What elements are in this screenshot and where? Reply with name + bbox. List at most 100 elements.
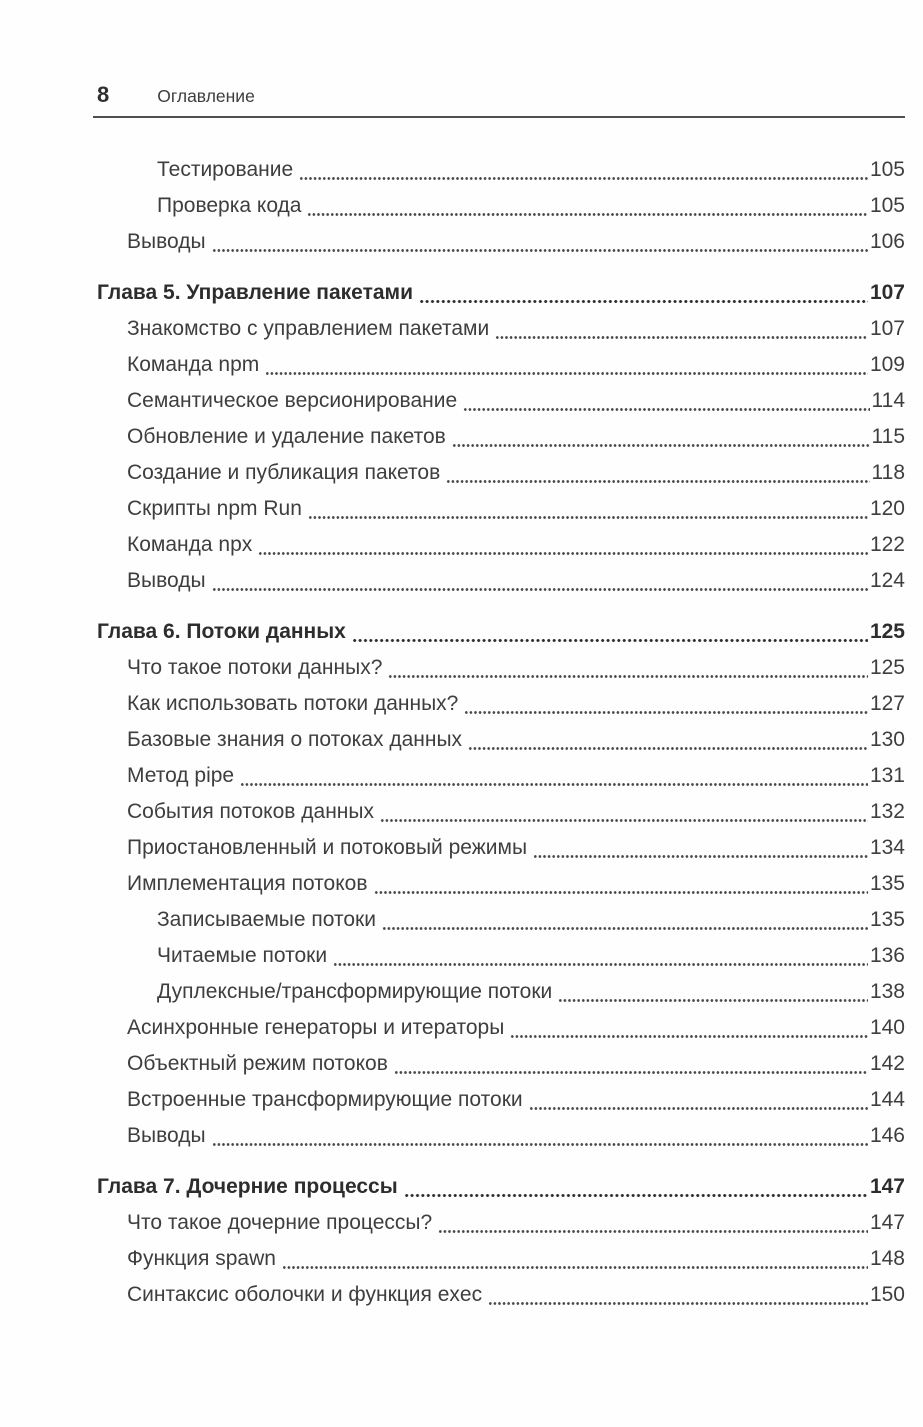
toc-entry: Скрипты npm Run 120 [97,491,905,527]
toc-entry-page: 134 [869,836,905,859]
toc-chapter-heading: Глава 6. Потоки данных 125 [97,614,905,650]
dot-leader [464,686,868,722]
toc-entry-page: 150 [869,1283,905,1306]
toc-entry-page: 135 [869,908,905,931]
toc-entry: Выводы 146 [97,1118,905,1154]
toc-entry: События потоков данных 132 [97,794,905,830]
toc-entry-label: Что такое потоки данных? [127,656,383,679]
dot-leader [307,188,868,224]
toc-entry-label: Команда npm [127,353,260,376]
toc-entry: Что такое дочерние процессы? 147 [97,1205,905,1241]
toc-entry: Функция spawn 148 [97,1241,905,1277]
toc-entry-label: Дуплексные/трансформирующие потоки [157,980,553,1003]
page-header: 8 Оглавление [97,82,905,108]
page-number: 8 [97,82,110,107]
toc-entry: Знакомство с управлением пакетами 107 [97,311,905,347]
toc-entry-page: 105 [869,158,905,181]
toc-entry: Что такое потоки данных? 125 [97,650,905,686]
toc-entry-label: Выводы [127,230,206,253]
toc-entry: Метод pipe 131 [97,758,905,794]
dot-leader [463,383,870,419]
toc-entry-label: Глава 7. Дочерние процессы [97,1175,398,1198]
toc-entry-label: Приостановленный и потоковый режимы [127,836,528,859]
toc-entry-label: Метод pipe [127,764,235,787]
toc-entry-page: 140 [869,1016,905,1039]
header-rule [93,116,905,118]
toc-entry-page: 144 [869,1088,905,1111]
dot-leader [351,614,868,650]
toc-entry: Объектный режим потоков 142 [97,1046,905,1082]
dot-leader [528,1082,868,1118]
toc-entry-page: 130 [869,728,905,751]
toc-entry: Имплементация потоков 135 [97,866,905,902]
toc-entry-page: 125 [869,656,905,679]
toc-entry-page: 120 [869,497,905,520]
toc-entry: Выводы 124 [97,563,905,599]
toc-entry-label: Глава 6. Потоки данных [97,620,346,643]
dot-leader [468,722,868,758]
toc-entry: Тестирование 105 [97,152,905,188]
dot-leader [211,224,868,260]
toc-entry: Записываемые потоки 135 [97,902,905,938]
toc-entry-label: Функция spawn [127,1247,276,1270]
toc-entry-label: Глава 5. Управление пакетами [97,281,413,304]
toc-entry-page: 147 [869,1175,905,1198]
toc-entry-label: Встроенные трансформирующие потоки [127,1088,523,1111]
toc-entry: Приостановленный и потоковый режимы 134 [97,830,905,866]
toc-entry-page: 107 [869,317,905,340]
toc-entry: Семантическое версионирование 114 [97,383,905,419]
dot-leader [265,347,868,383]
toc-entry-label: Обновление и удаление пакетов [127,425,446,448]
toc-entry-label: Что такое дочерние процессы? [127,1211,433,1234]
toc-entry: Базовые знания о потоках данных 130 [97,722,905,758]
toc-entry-label: Выводы [127,1124,206,1147]
dot-leader [438,1205,868,1241]
toc-entry-label: Команда npx [127,533,253,556]
toc-entry-label: Записываемые потоки [157,908,376,931]
dot-leader [393,1046,868,1082]
dot-leader [373,866,868,902]
dot-leader [419,275,868,311]
toc-entry: Синтаксис оболочки и функция exec 150 [97,1277,905,1313]
dot-leader [299,152,868,188]
toc-entry-page: 132 [869,800,905,823]
toc-entry-label: Выводы [127,569,206,592]
toc-entry-label: Создание и публикация пакетов [127,461,441,484]
dot-leader [281,1241,868,1277]
toc-entry-page: 118 [871,461,905,484]
toc-entry: Выводы 106 [97,224,905,260]
dot-leader [211,1118,868,1154]
toc-entry-page: 122 [869,533,905,556]
toc-entry: Встроенные трансформирующие потоки 144 [97,1082,905,1118]
toc-entry-label: Базовые знания о потоках данных [127,728,463,751]
toc-entry: Команда npx 122 [97,527,905,563]
toc-entry-label: Объектный режим потоков [127,1052,388,1075]
toc-entry-page: 115 [871,425,905,448]
toc-entry-label: Проверка кода [157,194,302,217]
dot-leader [446,455,870,491]
dot-leader [333,938,868,974]
toc-entry-page: 114 [871,389,905,412]
dot-leader [495,311,868,347]
toc-entry-label: Читаемые потоки [157,944,328,967]
toc-entry-label: Скрипты npm Run [127,497,302,520]
dot-leader [258,527,868,563]
dot-leader [388,650,868,686]
dot-leader [380,794,868,830]
toc-entry-page: 131 [869,764,905,787]
toc-entry-page: 148 [869,1247,905,1270]
running-head-title: Оглавление [157,86,255,106]
toc-list: Тестирование 105 Проверка кода 105 Вывод… [97,152,905,1313]
toc-entry: Читаемые потоки 136 [97,938,905,974]
toc-entry-page: 107 [869,281,905,304]
dot-leader [240,758,868,794]
toc-chapter-heading: Глава 7. Дочерние процессы 147 [97,1169,905,1205]
toc-entry-page: 125 [869,620,905,643]
toc-entry: Как использовать потоки данных? 127 [97,686,905,722]
toc-entry-label: Знакомство с управлением пакетами [127,317,490,340]
toc-entry-page: 106 [869,230,905,253]
dot-leader [403,1169,868,1205]
dot-leader [381,902,868,938]
toc-entry: Команда npm 109 [97,347,905,383]
